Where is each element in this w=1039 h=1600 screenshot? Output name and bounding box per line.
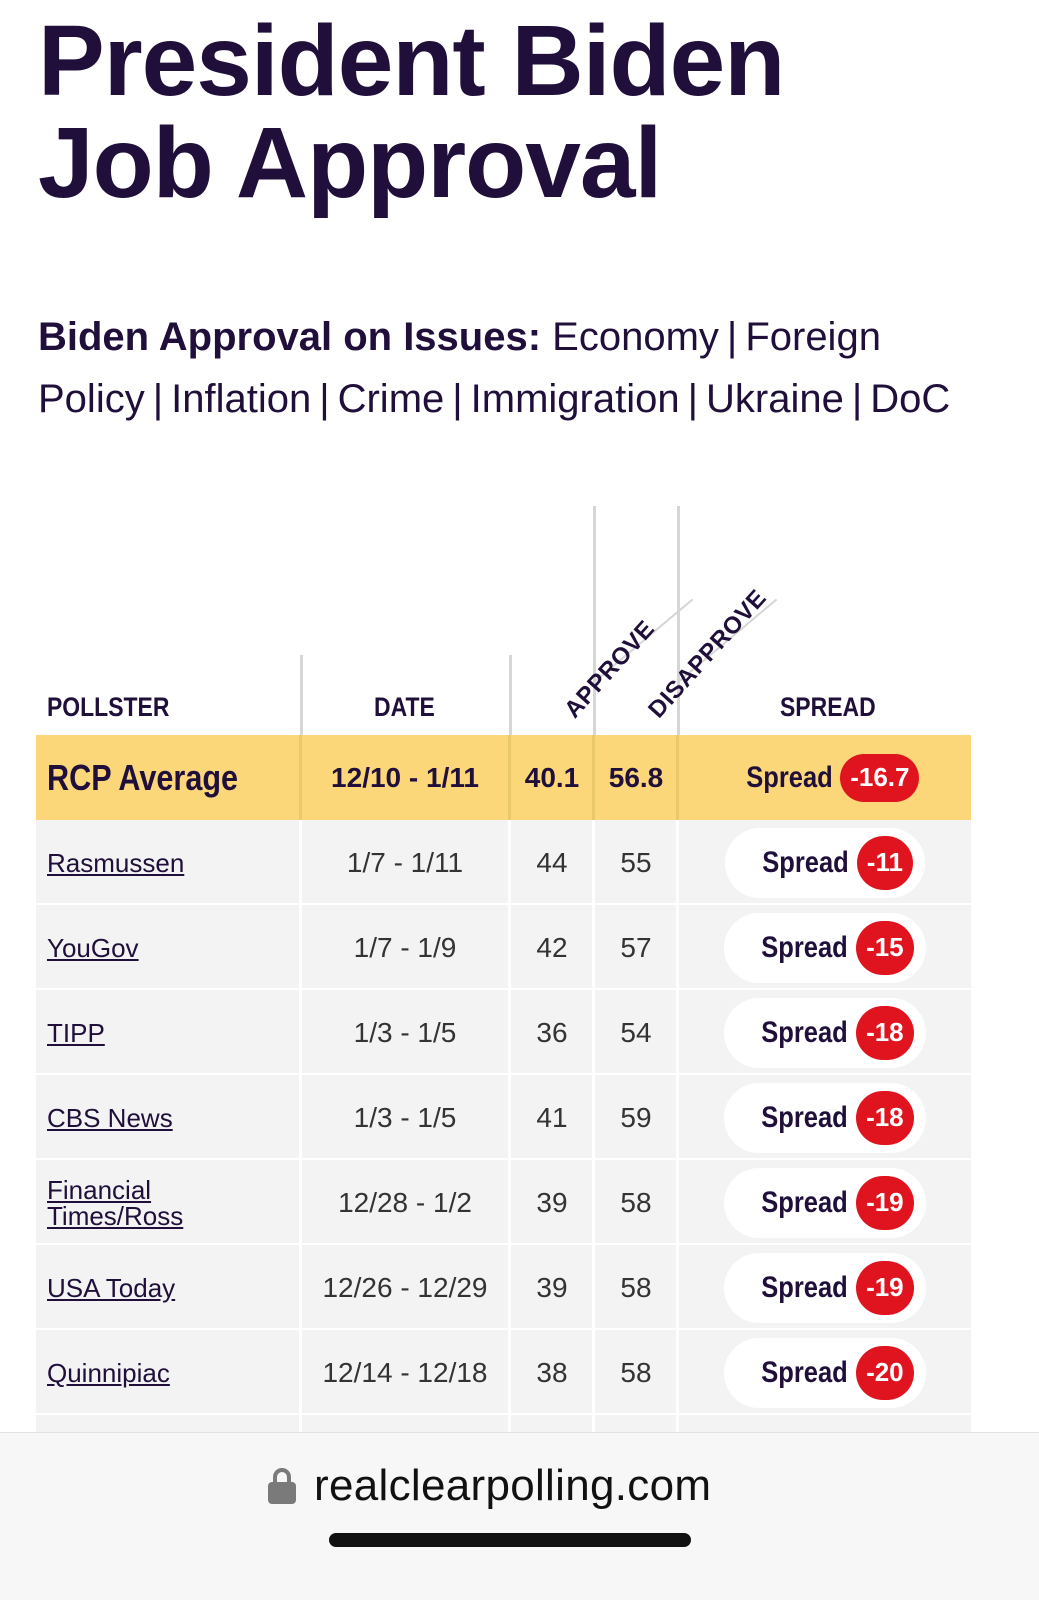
row-spread: Spread -18 (724, 1082, 926, 1153)
row-date: 1/7 - 1/11 (346, 846, 464, 878)
average-approve: 40.1 (524, 761, 580, 793)
page-title-line1: President Biden (38, 5, 785, 117)
issues-links: Biden Approval on Issues: Economy | Foreig… (38, 306, 1038, 430)
url-display[interactable]: realclearpolling.com (268, 1461, 711, 1511)
browser-address-bar[interactable]: realclearpolling.com (0, 1432, 1039, 1600)
page-title: President Biden Job Approval (38, 10, 1018, 214)
average-pollster: RCP Average (47, 735, 302, 820)
table-row-average: RCP Average 12/10 - 1/11 40.1 56.8 Sprea… (36, 735, 971, 820)
table-row-partial (36, 1415, 971, 1435)
spread-badge: -15 (856, 920, 914, 975)
row-disapprove: 57 (620, 931, 652, 963)
row-approve: 42 (536, 931, 568, 963)
issue-separator: | (687, 377, 698, 421)
row-date: 12/14 - 12/18 (322, 1356, 488, 1388)
row-date: 1/3 - 1/5 (353, 1101, 457, 1133)
table-row: CBS News 1/3 - 1/5 41 59 Spread -18 (36, 1075, 971, 1160)
pollster-link[interactable]: Quinnipiac (47, 1357, 170, 1388)
poll-table: POLLSTER DATE APPROVE DISAPPROVE SPREAD … (0, 500, 1039, 1435)
row-spread: Spread -11 (725, 827, 925, 898)
header-date: DATE (374, 692, 435, 722)
average-date: 12/10 - 1/11 (331, 761, 479, 793)
issues-label: Biden Approval on Issues: (38, 315, 542, 359)
pollster-link[interactable]: Rasmussen (47, 847, 185, 878)
lock-icon (268, 1468, 296, 1504)
row-date: 1/3 - 1/5 (353, 1016, 457, 1048)
issue-link-doc[interactable]: DoC (870, 377, 951, 421)
table-row: TIPP 1/3 - 1/5 36 54 Spread -18 (36, 990, 971, 1075)
issue-separator: | (452, 377, 463, 421)
row-spread: Spread -15 (724, 912, 926, 983)
pollster-link[interactable]: CBS News (47, 1102, 173, 1133)
row-date: 12/28 - 1/2 (338, 1186, 472, 1218)
row-approve: 41 (536, 1101, 568, 1133)
pollster-link[interactable]: YouGov (47, 932, 139, 963)
header-divider (593, 506, 596, 735)
home-indicator[interactable] (329, 1533, 691, 1547)
spread-label: Spread (761, 930, 849, 964)
row-disapprove: 58 (620, 1271, 652, 1303)
average-spread: Spread -16.7 (731, 743, 920, 813)
issue-link-inflation[interactable]: Inflation (171, 377, 312, 421)
row-disapprove: 59 (620, 1101, 652, 1133)
row-spread: Spread -19 (724, 1252, 926, 1323)
header-pollster: POLLSTER (47, 692, 170, 722)
spread-badge: -19 (856, 1260, 914, 1315)
issue-link-ukraine[interactable]: Ukraine (706, 377, 844, 421)
table-row: Quinnipiac 12/14 - 12/18 38 58 Spread -20 (36, 1330, 971, 1415)
spread-badge: -19 (856, 1175, 914, 1230)
spread-label: Spread (761, 1100, 849, 1134)
row-approve: 44 (536, 846, 568, 878)
row-approve: 39 (536, 1271, 568, 1303)
issue-link-economy[interactable]: Economy (552, 315, 719, 359)
spread-label: Spread (762, 845, 849, 879)
row-approve: 38 (536, 1356, 568, 1388)
header-divider (300, 655, 303, 735)
url-text: realclearpolling.com (314, 1461, 712, 1510)
header-disapprove: DISAPPROVE (643, 584, 772, 724)
spread-badge: -16.7 (840, 753, 920, 802)
average-disapprove: 56.8 (608, 761, 664, 793)
table-row: USA Today 12/26 - 12/29 39 58 Spread -19 (36, 1245, 971, 1330)
row-spread: Spread -18 (724, 997, 926, 1068)
row-date: 12/26 - 12/29 (322, 1271, 488, 1303)
header-divider (677, 506, 680, 735)
issue-link-foreign-policy[interactable]: Foreign Policy (38, 315, 881, 421)
average-pollster-label: RCP Average (47, 756, 239, 798)
spread-label: Spread (761, 1185, 849, 1219)
table-row: YouGov 1/7 - 1/9 42 57 Spread -15 (36, 905, 971, 990)
header-spread: SPREAD (780, 692, 876, 722)
pollster-link[interactable]: USA Today (47, 1272, 176, 1303)
spread-label: Spread (761, 1015, 849, 1049)
table-row: Rasmussen 1/7 - 1/11 44 55 Spread -11 (36, 820, 971, 905)
issue-separator: | (726, 315, 738, 359)
issue-separator: | (152, 377, 164, 421)
row-disapprove: 58 (620, 1356, 652, 1388)
spread-badge: -18 (856, 1090, 914, 1145)
spread-badge: -11 (856, 835, 913, 890)
page-title-line2: Job Approval (38, 107, 662, 219)
issue-link-crime[interactable]: Crime (337, 377, 445, 421)
issue-separator: | (851, 377, 863, 421)
row-spread: Spread -20 (724, 1337, 926, 1408)
row-approve: 36 (536, 1016, 568, 1048)
pollster-link[interactable]: Financial Times/Ross (47, 1174, 184, 1231)
spread-label: Spread (761, 1355, 849, 1389)
spread-label: Spread (745, 760, 833, 794)
spread-badge: -18 (856, 1005, 914, 1060)
row-disapprove: 58 (620, 1186, 652, 1218)
spread-label: Spread (761, 1270, 849, 1304)
row-approve: 39 (536, 1186, 568, 1218)
spread-badge: -20 (856, 1345, 914, 1400)
row-spread: Spread -19 (724, 1167, 926, 1238)
issue-separator: | (319, 377, 330, 421)
header-divider (509, 655, 512, 735)
table-row: Financial Times/Ross 12/28 - 1/2 39 58 S… (36, 1160, 971, 1245)
issue-link-immigration[interactable]: Immigration (470, 377, 680, 421)
row-date: 1/7 - 1/9 (353, 931, 457, 963)
row-disapprove: 55 (620, 846, 652, 878)
pollster-link[interactable]: TIPP (47, 1017, 105, 1048)
row-disapprove: 54 (620, 1016, 652, 1048)
